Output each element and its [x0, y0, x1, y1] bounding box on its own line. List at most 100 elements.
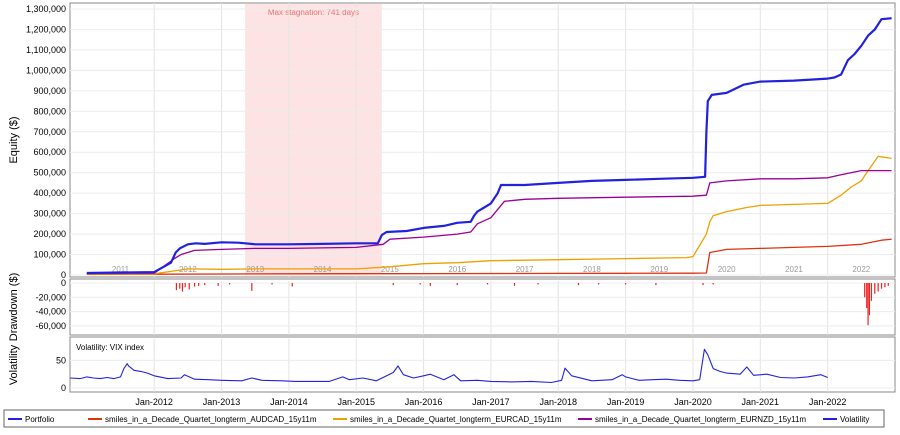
x-axis-ticks: Jan-2012 Jan-2013 Jan-2014 Jan-2015 Jan-2016…	[135, 397, 846, 407]
x-tick-label: Jan-2012	[135, 397, 173, 407]
year-label: 2016	[448, 265, 466, 274]
legend-item-label: smiles_in_a_Decade_Quartet_longterm_EURC…	[350, 415, 562, 424]
equity-line-strategy-1	[86, 238, 892, 276]
volatility-y-tick-label: 50	[56, 355, 66, 365]
drawdown-bar	[456, 283, 458, 286]
drawdown-bar	[179, 283, 181, 289]
equity-y-ticks: 0 100,000 200,000 300,000 400,000 500,000 600,…	[26, 4, 66, 280]
drawdown-bar	[188, 283, 190, 290]
legend: Portfolio smiles_in_a_Decade_Quartet_long…	[8, 415, 869, 424]
drawdown-bar	[392, 283, 394, 286]
drawdown-bar	[868, 283, 871, 316]
drawdown-bar	[271, 283, 273, 285]
x-tick-label: Jan-2015	[337, 397, 375, 407]
equity-y-tick-label: 600,000	[33, 147, 66, 157]
equity-y-tick-label: 0	[61, 270, 66, 280]
legend-box	[3, 409, 885, 428]
drawdown-bar	[537, 283, 539, 285]
year-label: 2020	[718, 265, 736, 274]
drawdown-bar	[184, 283, 186, 288]
equity-line-portfolio	[86, 17, 892, 275]
drawdown-panel	[69, 278, 896, 336]
drawdown-bar	[419, 283, 421, 285]
drawdown-y-tick-label: -60,000	[35, 321, 66, 331]
equity-y-tick-label: 900,000	[33, 86, 66, 96]
equity-y-tick-label: 300,000	[33, 209, 66, 219]
legend-item-label: Volatility	[840, 415, 869, 424]
equity-y-tick-label: 1,000,000	[26, 65, 66, 75]
drawdown-bar	[291, 283, 293, 287]
volatility-y-tick-label: 0	[61, 383, 66, 393]
drawdown-bar	[204, 283, 206, 286]
x-tick-label: Jan-2021	[742, 397, 780, 407]
drawdown-bar	[175, 283, 178, 291]
year-label: 2019	[650, 265, 668, 274]
x-tick-label: Jan-2018	[539, 397, 577, 407]
volatility-panel	[69, 336, 896, 393]
drawdown-bar	[513, 283, 516, 286]
year-label: 2017	[516, 265, 534, 274]
x-tick-label: Jan-2019	[607, 397, 645, 407]
drawdown-bar	[702, 283, 704, 286]
x-tick-label: Jan-2016	[405, 397, 443, 407]
drawdown-bar	[251, 283, 253, 291]
year-label: 2021	[785, 265, 803, 274]
drawdown-bar	[229, 283, 231, 285]
drawdown-bar	[598, 283, 600, 285]
volatility-title: Volatility: VIX index	[76, 343, 144, 352]
drawdown-bar	[577, 283, 580, 286]
drawdown-bars-group	[175, 283, 889, 326]
equity-y-tick-label: 1,200,000	[26, 24, 66, 34]
year-label: 2011	[112, 265, 130, 274]
year-label: 2018	[583, 265, 601, 274]
x-tick-label: Jan-2014	[270, 397, 308, 407]
stagnation-region: Max stagnation: 741 days	[245, 4, 382, 276]
volatility-y-axis-label: Volatility	[8, 344, 20, 385]
drawdown-bar	[181, 283, 184, 292]
equity-series-group	[86, 17, 892, 276]
equity-y-tick-label: 100,000	[33, 250, 66, 260]
drawdown-y-tick-label: 0	[61, 278, 66, 288]
equity-y-tick-label: 1,100,000	[26, 45, 66, 55]
equity-y-tick-label: 200,000	[33, 229, 66, 239]
drawdown-y-tick-label: -40,000	[35, 307, 66, 317]
legend-item-label: smiles_in_a_Decade_Quartet_longterm_AUDC…	[105, 415, 317, 424]
year-label: 2022	[852, 265, 870, 274]
equity-y-axis-label: Equity ($)	[8, 116, 20, 163]
drawdown-bar	[193, 283, 196, 287]
equity-line-strategy-2	[86, 155, 892, 275]
equity-y-tick-label: 800,000	[33, 106, 66, 116]
equity-y-tick-label: 500,000	[33, 168, 66, 178]
drawdown-bar	[712, 283, 714, 285]
x-tick-label: Jan-2013	[203, 397, 241, 407]
x-tick-label: Jan-2020	[674, 397, 712, 407]
drawdown-bar	[198, 283, 200, 286]
legend-item-label: smiles_in_a_Decade_Quartet_longterm_EURN…	[595, 415, 806, 424]
drawdown-bar	[866, 283, 868, 308]
x-tick-label: Jan-2017	[472, 397, 510, 407]
volatility-y-ticks: 0 50	[56, 355, 66, 393]
drawdown-bar	[625, 283, 627, 285]
drawdown-bar	[217, 283, 219, 286]
drawdown-bar	[870, 283, 873, 301]
drawdown-bar	[887, 283, 889, 286]
stagnation-annotation: Max stagnation: 741 days	[268, 8, 359, 17]
equity-y-tick-label: 400,000	[33, 188, 66, 198]
drawdown-bar	[655, 283, 657, 286]
drawdown-y-ticks: 0 -20,000 -40,000 -60,000	[35, 278, 66, 331]
grid-lines	[70, 3, 895, 392]
drawdown-bar	[867, 283, 869, 326]
equity-panel	[69, 2, 896, 278]
x-tick-label: Jan-2022	[809, 397, 847, 407]
equity-y-tick-label: 700,000	[33, 127, 66, 137]
drawdown-bar	[880, 283, 883, 289]
drawdown-bar	[884, 283, 886, 288]
drawdown-bar	[486, 283, 489, 285]
drawdown-y-axis-label: Drawdown ($)	[8, 273, 20, 341]
legend-item-label: Portfolio	[25, 415, 55, 424]
equity-line-strategy-3	[86, 169, 892, 275]
stagnation-band	[245, 4, 382, 276]
drawdown-bar	[874, 283, 876, 294]
